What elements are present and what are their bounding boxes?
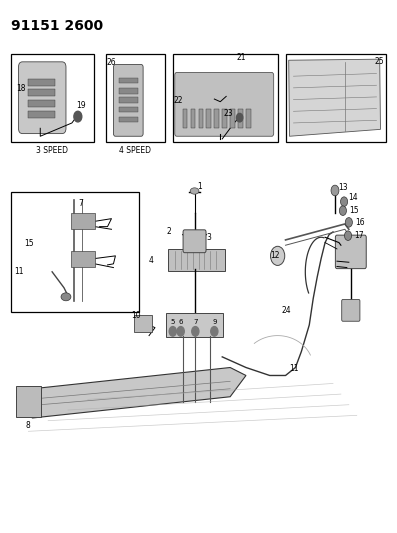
Bar: [246, 109, 251, 128]
Circle shape: [339, 206, 347, 215]
Circle shape: [270, 246, 285, 265]
Text: 21: 21: [237, 53, 247, 62]
Circle shape: [74, 111, 82, 122]
Text: 23: 23: [223, 109, 233, 118]
Text: 22: 22: [174, 95, 183, 104]
Text: 1: 1: [197, 182, 202, 191]
Bar: [71, 213, 95, 229]
Bar: [28, 111, 55, 118]
Bar: [28, 79, 55, 86]
Bar: [173, 54, 278, 142]
Text: 4: 4: [149, 256, 154, 264]
Bar: [198, 109, 203, 128]
Polygon shape: [17, 368, 246, 418]
Text: 6: 6: [178, 319, 183, 325]
FancyBboxPatch shape: [335, 235, 366, 269]
FancyBboxPatch shape: [16, 386, 41, 417]
FancyBboxPatch shape: [19, 62, 66, 134]
Bar: [119, 98, 138, 103]
Circle shape: [345, 231, 352, 240]
Circle shape: [169, 327, 176, 336]
Text: 7: 7: [78, 199, 83, 208]
Text: 3: 3: [206, 233, 211, 242]
FancyBboxPatch shape: [175, 72, 274, 136]
Circle shape: [177, 327, 184, 336]
Bar: [191, 109, 195, 128]
Bar: [206, 109, 211, 128]
Text: 14: 14: [348, 193, 358, 202]
Text: 11: 11: [15, 268, 24, 276]
FancyBboxPatch shape: [168, 249, 225, 271]
Bar: [183, 109, 187, 128]
Ellipse shape: [61, 293, 71, 301]
Bar: [106, 54, 165, 142]
Text: 9: 9: [212, 319, 217, 325]
Bar: [238, 109, 243, 128]
Text: 16: 16: [355, 218, 364, 227]
Text: 5: 5: [171, 319, 175, 325]
Bar: [28, 90, 55, 96]
Text: 15: 15: [25, 239, 34, 248]
Bar: [119, 117, 138, 122]
Bar: [11, 192, 139, 312]
Text: 19: 19: [76, 101, 85, 110]
Circle shape: [341, 197, 348, 206]
Text: 7: 7: [193, 319, 198, 325]
Ellipse shape: [190, 188, 199, 194]
Text: 13: 13: [338, 183, 348, 192]
FancyBboxPatch shape: [342, 300, 360, 321]
Text: 26: 26: [107, 59, 116, 67]
Circle shape: [211, 327, 218, 336]
FancyBboxPatch shape: [183, 230, 206, 253]
Text: 10: 10: [131, 311, 141, 320]
Text: 18: 18: [17, 84, 26, 93]
FancyBboxPatch shape: [166, 313, 224, 337]
Bar: [119, 88, 138, 94]
Text: 15: 15: [349, 206, 358, 215]
Bar: [285, 54, 386, 142]
Text: 3 SPEED: 3 SPEED: [36, 146, 68, 155]
FancyBboxPatch shape: [135, 316, 152, 333]
Circle shape: [192, 327, 199, 336]
Bar: [214, 109, 219, 128]
Bar: [119, 78, 138, 83]
Text: 12: 12: [270, 251, 279, 260]
Text: 4 SPEED: 4 SPEED: [119, 146, 151, 155]
Text: 91151 2600: 91151 2600: [11, 19, 103, 33]
Polygon shape: [289, 59, 380, 136]
Text: 24: 24: [281, 305, 291, 314]
Bar: [28, 100, 55, 107]
Bar: [222, 109, 227, 128]
Bar: [119, 107, 138, 112]
Circle shape: [345, 217, 353, 227]
Text: 25: 25: [374, 58, 384, 66]
Circle shape: [331, 185, 339, 196]
Bar: [230, 109, 235, 128]
Text: 2: 2: [166, 228, 171, 237]
Bar: [71, 251, 95, 266]
Text: 11: 11: [289, 364, 299, 373]
Bar: [11, 54, 94, 142]
FancyBboxPatch shape: [114, 64, 143, 136]
Text: 8: 8: [25, 422, 30, 431]
Text: 17: 17: [354, 231, 364, 240]
Circle shape: [237, 114, 243, 122]
